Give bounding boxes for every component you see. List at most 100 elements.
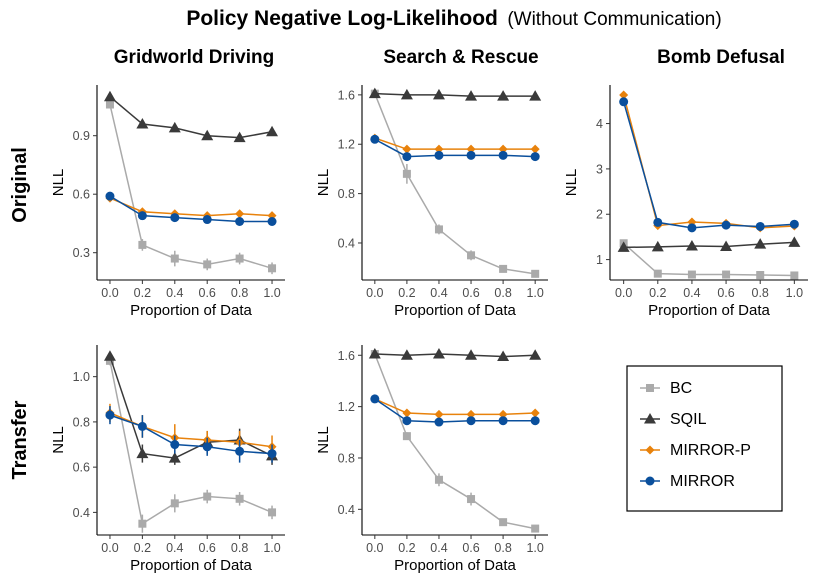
x-axis-title: Proportion of Data	[648, 302, 770, 319]
legend-marker-mirror	[645, 476, 655, 486]
series-line-mirror-p	[374, 398, 536, 416]
data-point-mirror	[105, 191, 115, 201]
series-line-mirror	[374, 138, 536, 158]
data-point-mirror	[267, 449, 277, 459]
series-bc	[105, 356, 277, 533]
panel-bomb-defusal-original: 1 2 3 4 0.0 0.2 0.4 0.6 0.8 1.0 Proportion of Data…	[563, 85, 808, 319]
data-point-mirror-p	[619, 90, 629, 100]
x-tick-label: 0.4	[683, 286, 700, 300]
data-point-mirror	[498, 416, 508, 426]
data-point-mirror	[137, 211, 147, 221]
series-line-mirror	[109, 195, 273, 223]
x-tick-label: 0.6	[462, 286, 479, 300]
data-point-mirror-p	[466, 144, 476, 154]
data-point-mirror-p	[402, 408, 412, 418]
x-tick-label: 1.0	[526, 286, 543, 300]
legend-label-bc: BC	[670, 380, 692, 397]
x-tick-label: 0.6	[199, 541, 216, 555]
y-axis-title: NLL	[563, 169, 580, 197]
data-point-mirror-p	[235, 209, 245, 219]
x-tick-label: 0.6	[199, 286, 216, 300]
data-point-mirror	[466, 416, 476, 426]
series-mirror	[105, 406, 277, 463]
data-point-bc	[203, 492, 212, 501]
x-tick-label: 0.2	[398, 541, 415, 555]
y-axis-title: NLL	[315, 169, 332, 197]
data-point-sqil	[529, 349, 542, 360]
series-line-sqil	[374, 92, 536, 97]
x-axis-title: Proportion of Data	[394, 302, 516, 319]
figure-title-main: Policy Negative Log-Likelihood	[186, 7, 498, 30]
data-point-sqil	[754, 238, 767, 249]
y-tick-label: 0.4	[73, 506, 90, 520]
series-line-sqil	[623, 241, 795, 249]
y-tick-label: 0.4	[338, 236, 355, 250]
legend: BC SQIL MIRROR-P MIRROR	[626, 365, 783, 512]
legend-label-mirror-p: MIRROR-P	[670, 442, 751, 459]
data-point-mirror	[202, 442, 212, 452]
panel-search-rescue-transfer: 0.4 0.8 1.2 1.6 0.0 0.2 0.4 0.6 0.8 1.0 Proportion…	[315, 345, 548, 574]
y-tick-label: 0.6	[73, 188, 90, 202]
series-line-bc	[374, 353, 536, 530]
series-line-bc	[623, 242, 795, 277]
data-point-mirror	[721, 220, 731, 230]
figure-title: Policy Negative Log-Likelihood (Without …	[186, 7, 721, 30]
y-tick-label: 0.4	[338, 503, 355, 517]
data-point-sqil	[432, 347, 445, 359]
data-point-mirror	[466, 150, 476, 160]
data-point-sqil	[432, 88, 445, 100]
data-point-bc	[138, 240, 147, 249]
data-point-mirror-p	[434, 409, 444, 419]
data-point-sqil	[465, 90, 478, 101]
data-point-mirror	[235, 217, 245, 226]
x-tick-label: 0.8	[231, 541, 248, 555]
data-point-bc	[531, 524, 540, 533]
data-point-sqil	[497, 350, 510, 362]
data-point-sqil	[651, 240, 664, 252]
series-bc	[370, 349, 540, 533]
data-point-bc	[790, 271, 799, 280]
series-line-bc	[109, 360, 273, 525]
column-title-gridworld: Gridworld Driving	[114, 47, 274, 68]
x-tick-label: 0.4	[430, 541, 447, 555]
series-sqil	[103, 350, 279, 465]
x-axis-title: Proportion of Data	[394, 557, 516, 574]
y-axis-title: NLL	[50, 426, 67, 454]
x-tick-label: 0.0	[366, 286, 383, 300]
data-point-mirror	[370, 394, 380, 404]
data-point-bc	[499, 518, 508, 527]
x-tick-label: 1.0	[263, 541, 280, 555]
x-tick-label: 0.4	[166, 286, 183, 300]
data-point-mirror	[170, 213, 180, 223]
data-point-sqil	[617, 241, 630, 252]
x-tick-label: 0.0	[101, 541, 118, 555]
x-tick-label: 0.2	[134, 286, 151, 300]
y-tick-label: 1.0	[73, 370, 90, 384]
series-mirror	[105, 191, 277, 226]
column-title-search-rescue: Search & Rescue	[383, 47, 538, 68]
y-tick-label: 2	[596, 208, 603, 222]
data-point-bc	[531, 269, 540, 278]
x-tick-label: 0.0	[615, 286, 632, 300]
data-point-sqil	[400, 88, 413, 100]
legend-marker-bc	[646, 384, 654, 392]
data-point-mirror-p	[402, 144, 412, 154]
data-point-bc	[235, 494, 244, 503]
data-point-bc	[138, 519, 147, 528]
panel-gridworld-original: 0.3 0.6 0.9 0.0 0.2 0.4 0.6 0.8 1.0 Proportion of…	[50, 85, 285, 319]
x-tick-label: 1.0	[526, 541, 543, 555]
series-line-sqil	[109, 96, 273, 139]
data-point-sqil	[529, 90, 542, 101]
data-point-bc	[402, 169, 411, 178]
data-point-sqil	[168, 452, 181, 463]
y-tick-label: 1.6	[338, 88, 355, 102]
y-tick-label: 0.3	[73, 246, 90, 260]
x-tick-label: 0.8	[752, 286, 769, 300]
y-tick-label: 1.2	[338, 400, 355, 414]
data-point-sqil	[201, 129, 214, 141]
data-point-mirror-p	[434, 144, 444, 154]
data-point-bc	[105, 356, 114, 365]
series-line-sqil	[374, 353, 536, 358]
data-point-sqil	[720, 240, 733, 251]
